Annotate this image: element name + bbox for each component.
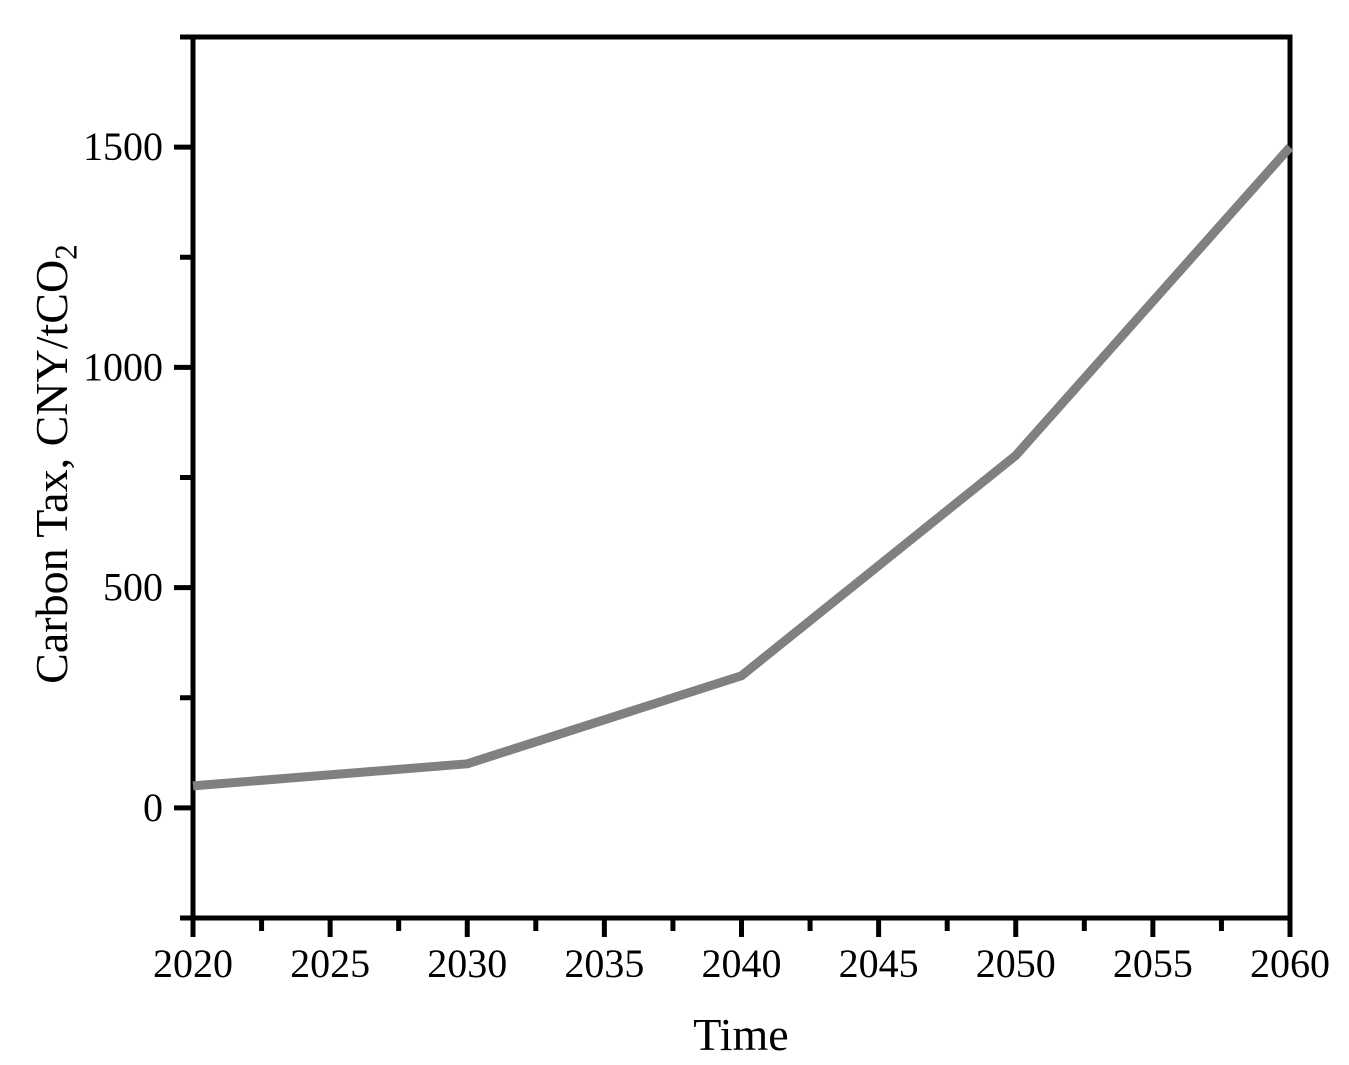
y-axis-label-text: Carbon Tax, CNY/tCO bbox=[26, 259, 77, 684]
x-tick-label: 2060 bbox=[1250, 941, 1330, 986]
y-tick-label: 1500 bbox=[83, 124, 163, 169]
carbon-tax-line bbox=[192, 144, 1294, 791]
x-tick-label: 2040 bbox=[702, 941, 782, 986]
x-tick-label: 2045 bbox=[839, 941, 919, 986]
x-axis-label: Time bbox=[693, 1009, 789, 1060]
x-tick-label: 2020 bbox=[153, 941, 233, 986]
plot-frame bbox=[190, 34, 1293, 921]
y-tick-label: 0 bbox=[143, 785, 163, 830]
x-tick-label: 2025 bbox=[290, 941, 370, 986]
x-tick-label: 2035 bbox=[564, 941, 644, 986]
y-tick-label: 500 bbox=[103, 565, 163, 610]
x-tick-label: 2030 bbox=[427, 941, 507, 986]
y-tick-label: 1000 bbox=[83, 344, 163, 389]
y-axis-label-subscript: 2 bbox=[48, 244, 84, 260]
x-tick-label: 2050 bbox=[976, 941, 1056, 986]
y-axis-label: Carbon Tax, CNY/tCO2 bbox=[26, 14, 83, 914]
x-tick-label: 2055 bbox=[1113, 941, 1193, 986]
